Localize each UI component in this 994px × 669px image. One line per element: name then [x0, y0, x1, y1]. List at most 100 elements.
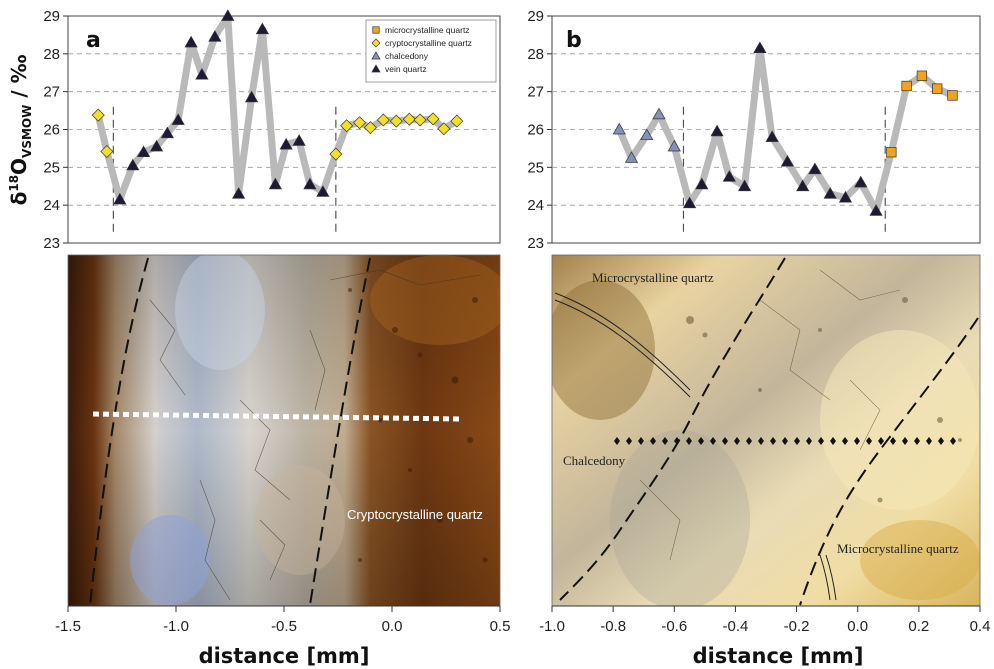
- data-point: [612, 122, 626, 135]
- data-point: [268, 177, 282, 190]
- data-point: [160, 126, 174, 139]
- panel-b-x-axis: -1.0 -0.8 -0.6 -0.4 -0.2 0.0 0.2 0.4: [539, 605, 990, 635]
- data-point: [854, 175, 868, 188]
- x-tick-label: -1.5: [55, 618, 81, 635]
- legend-entry: microcrystalline quartz: [385, 25, 470, 35]
- profile-dot: [818, 437, 824, 445]
- data-point: [126, 158, 140, 171]
- profile-dot: [926, 437, 932, 445]
- data-point: [737, 179, 752, 192]
- data-point: [667, 139, 681, 152]
- panel-b-series-line: [615, 44, 956, 215]
- y-label-o: O: [7, 158, 31, 175]
- y-tick-label: 27: [43, 84, 60, 101]
- profile-dot: [722, 437, 728, 445]
- data-point: [353, 116, 367, 130]
- data-point: [932, 83, 943, 94]
- data-point: [208, 30, 222, 42]
- data-point: [136, 145, 151, 158]
- data-point: [100, 144, 114, 158]
- x-tick-label: -0.2: [784, 618, 810, 635]
- x-tick-label: -1.0: [539, 618, 565, 635]
- profile-dot: [698, 437, 704, 445]
- profile-dot: [626, 437, 632, 445]
- profile-dot: [854, 437, 860, 445]
- y-tick-label: 24: [43, 197, 60, 214]
- y-label-unit: / ‰: [7, 54, 31, 104]
- data-point: [113, 192, 127, 205]
- data-point: [244, 90, 259, 103]
- data-point: [886, 147, 897, 158]
- data-point: [823, 187, 837, 199]
- data-point: [171, 113, 185, 125]
- legend-marker: [371, 51, 381, 60]
- panel-b-label: b: [566, 28, 582, 53]
- panel-a-x-label: distance [mm]: [199, 644, 370, 668]
- data-point: [624, 151, 639, 163]
- panel-b-micrograph: Microcrystalline quartz Chalcedony Micro…: [552, 255, 980, 606]
- data-point: [710, 124, 724, 137]
- data-point: [808, 162, 822, 175]
- profile-dot: [746, 437, 752, 445]
- data-point: [450, 114, 464, 128]
- annotation-cryptocrystalline: Cryptocrystalline quartz: [347, 507, 483, 522]
- data-point: [437, 122, 451, 136]
- data-point: [652, 107, 666, 120]
- panel-a-y-ticks: 23 24 25 26 27 28 29: [43, 8, 68, 252]
- data-point: [184, 35, 198, 48]
- legend-marker: [372, 26, 380, 34]
- data-point: [376, 113, 390, 127]
- data-point: [232, 187, 246, 199]
- panel-a-micrograph: Cryptocrystalline quartz: [68, 255, 500, 606]
- y-tick-label: 23: [527, 235, 544, 252]
- panel-a-x-axis: -1.5 -1.0 -0.5 0.0 0.5: [55, 605, 511, 635]
- data-point: [402, 112, 416, 126]
- panel-a-plot: 23 24 25 26 27 28 29 a microcrystalline quartz…: [43, 8, 501, 252]
- data-point: [838, 190, 853, 203]
- panel-a-label: a: [86, 28, 101, 53]
- annotation-chalcedony: Chalcedony: [563, 453, 626, 468]
- y-tick-label: 24: [527, 197, 544, 214]
- profile-dot: [842, 437, 848, 445]
- data-point: [426, 112, 440, 126]
- profile-dot: [890, 437, 896, 445]
- data-point: [796, 179, 810, 192]
- data-point: [695, 177, 709, 190]
- y-label-sub: VSMOW: [20, 105, 34, 158]
- data-point: [947, 90, 958, 101]
- boundary-dashed-b-1: [559, 257, 786, 601]
- panel-b-x-label: distance [mm]: [693, 644, 864, 668]
- legend-box: [365, 19, 497, 83]
- x-tick-label: -0.6: [661, 618, 687, 635]
- data-point: [316, 185, 330, 197]
- y-tick-label: 23: [43, 235, 60, 252]
- x-tick-label: 0.0: [847, 618, 868, 635]
- profile-dot: [674, 437, 680, 445]
- data-point: [91, 108, 105, 122]
- panel-b-plot: 23 24 25 26 27 28 29 b: [527, 8, 981, 252]
- boundary-dashed-a-1: [89, 257, 149, 606]
- data-point: [765, 130, 779, 142]
- legend-marker: [371, 38, 381, 48]
- profile-dotted-a: [92, 411, 463, 422]
- profile-dot: [710, 437, 716, 445]
- annotation-microcrystalline-top: Microcrystalline quartz: [592, 270, 714, 285]
- profile-dot: [614, 437, 620, 445]
- data-point: [149, 139, 164, 152]
- data-point: [753, 41, 767, 54]
- y-tick-label: 28: [527, 46, 544, 63]
- profile-dot: [950, 437, 956, 445]
- data-point: [279, 137, 293, 150]
- x-tick-label: 0.5: [490, 618, 511, 635]
- profile-dot: [770, 437, 776, 445]
- y-axis-label: δ18OVSMOW / ‰: [7, 54, 34, 205]
- x-tick-label: -0.4: [722, 618, 748, 635]
- profile-dot: [734, 437, 740, 445]
- profile-dot: [878, 437, 884, 445]
- y-tick-label: 25: [43, 159, 60, 176]
- profile-dot: [686, 437, 692, 445]
- legend-entry: cryptocrystalline quartz: [385, 38, 472, 48]
- data-point: [363, 121, 377, 135]
- profile-dot: [650, 437, 656, 445]
